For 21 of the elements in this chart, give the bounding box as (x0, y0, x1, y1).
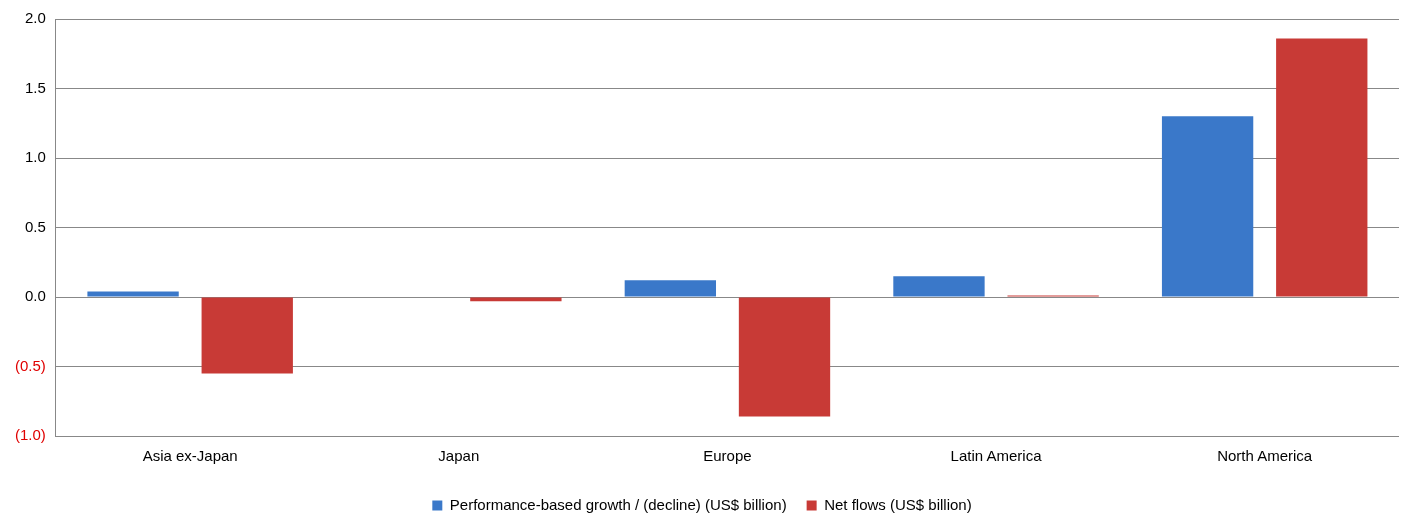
x-tick-label: Asia ex-Japan (142, 447, 238, 465)
bar (1276, 38, 1368, 297)
y-tick-label: 1.5 (24, 78, 46, 96)
y-tick-label: 0.0 (24, 287, 46, 305)
x-tick-label: Japan (438, 447, 480, 465)
x-tick-label: Latin America (950, 447, 1043, 465)
y-tick-label: 1.0 (24, 148, 46, 166)
bar (87, 291, 179, 297)
bar (1161, 116, 1254, 297)
bar (893, 276, 985, 297)
legend-label: Performance-based growth / (decline) (US$ billion) (449, 495, 787, 513)
y-tick-label: 0.5 (24, 217, 46, 235)
bar (201, 297, 293, 374)
bar (624, 280, 716, 297)
y-tick-label: 2.0 (24, 9, 46, 27)
legend-label: Net flows (US$ billion) (824, 495, 972, 513)
y-tick-label: (0.5) (15, 356, 46, 374)
x-tick-label: North America (1217, 447, 1313, 465)
x-tick-label: Europe (703, 447, 752, 465)
bar (738, 297, 831, 417)
y-tick-label: (1.0) (15, 426, 46, 444)
